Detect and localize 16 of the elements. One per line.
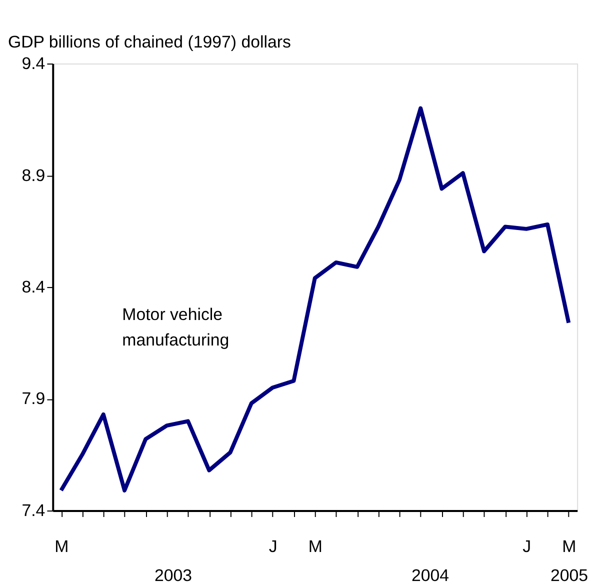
line-series: [59, 106, 571, 492]
text: 2003: [154, 566, 192, 582]
text: 2005: [550, 566, 588, 582]
y-tick-label: 8.9: [22, 166, 46, 185]
x-tick-label: M: [308, 536, 322, 556]
y-tick-label: 9.4: [22, 54, 46, 74]
y-tick-label: 7.4: [22, 500, 46, 520]
x-tick-label: M: [54, 536, 69, 556]
y-axis-title: GDP billions of chained (1997) dollars: [8, 32, 291, 52]
text: Motor vehicle manufacturing: [122, 304, 230, 350]
x-tick-label: J: [268, 536, 278, 556]
y-tick-label: 7.9: [22, 389, 46, 408]
x-tick-label: M: [562, 536, 576, 556]
text: 2004: [411, 566, 450, 582]
y-tick-label: 8.4: [22, 278, 46, 297]
x-tick-label: J: [522, 536, 532, 556]
